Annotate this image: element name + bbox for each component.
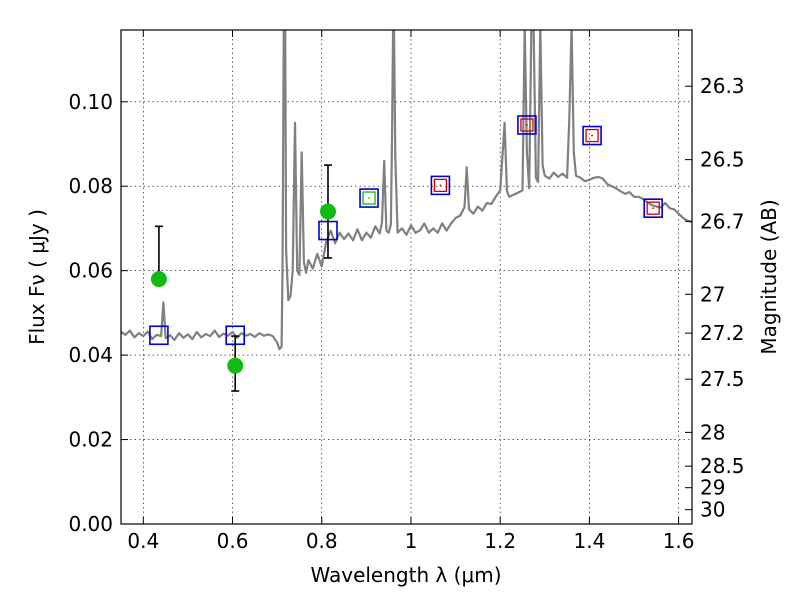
y-right-tick-label: 26.3 xyxy=(700,74,745,98)
observed-nir-square xyxy=(433,178,448,193)
observed-photometry-point xyxy=(227,357,244,374)
y-right-tick-label: 28.5 xyxy=(700,454,745,478)
grid xyxy=(121,30,692,525)
y-right-tick-label: 26.5 xyxy=(700,148,745,172)
y-tick-label: 0.04 xyxy=(68,343,113,367)
x-tick-label: 0.6 xyxy=(217,529,249,553)
y-right-tick-label: 26.7 xyxy=(700,209,745,233)
y-tick-label: 0.06 xyxy=(68,259,113,283)
observed-nir-dot xyxy=(368,197,370,199)
x-tick-label: 1 xyxy=(405,529,418,553)
y-right-tick-label: 30 xyxy=(700,498,725,522)
spectrum-line xyxy=(121,30,692,351)
y-axis-label: Flux Fν ( μJy ) xyxy=(25,209,49,345)
model-photometry-square xyxy=(430,175,451,196)
y-right-tick-label: 27.5 xyxy=(700,367,745,391)
observed-nir-square xyxy=(520,118,534,132)
observed-nir-dot xyxy=(652,207,655,210)
y-axis-right-label: Magnitude (AB) xyxy=(757,199,781,354)
x-tick-label: 1.2 xyxy=(484,529,516,553)
y-tick-label: 0.02 xyxy=(68,428,113,452)
y-tick-label: 0.10 xyxy=(68,90,113,114)
axes: 0.4 0.6 0.8 1 1.2 1.4 1.6 0.00 0.02 0.04 0.06 0.08 0… xyxy=(68,29,745,553)
model-photometry-square xyxy=(359,188,379,208)
x-tick-label: 1.6 xyxy=(663,529,695,553)
plot-area xyxy=(121,30,692,392)
y-right-tick-label: 28 xyxy=(700,420,725,444)
y-right-tick-label: 27 xyxy=(700,282,725,306)
observed-nir-square xyxy=(585,128,599,143)
model-photometry-square xyxy=(582,125,602,146)
observed-nir-square xyxy=(646,201,660,215)
observed-nir-dot xyxy=(439,184,442,187)
observed-nir-dot xyxy=(526,124,528,126)
x-tick-label: 0.4 xyxy=(127,529,159,553)
y-right-tick-label: 27.2 xyxy=(700,321,745,345)
observed-photometry-point xyxy=(319,203,336,220)
observed-photometry-point xyxy=(150,271,167,288)
plot-frame xyxy=(120,29,693,525)
observed-nir-square xyxy=(362,191,376,205)
y-tick-label: 0.00 xyxy=(68,512,113,536)
model-photometry-square xyxy=(517,115,537,135)
observed-nir-dot xyxy=(591,134,593,137)
x-tick-label: 0.8 xyxy=(306,529,338,553)
y-right-tick-label: 29 xyxy=(700,476,725,500)
x-axis-label: Wavelength λ (μm) xyxy=(310,563,501,587)
model-photometry-square xyxy=(149,325,169,346)
x-tick-label: 1.4 xyxy=(573,529,605,553)
y-tick-label: 0.08 xyxy=(68,174,113,198)
model-photometry-square xyxy=(643,198,663,218)
